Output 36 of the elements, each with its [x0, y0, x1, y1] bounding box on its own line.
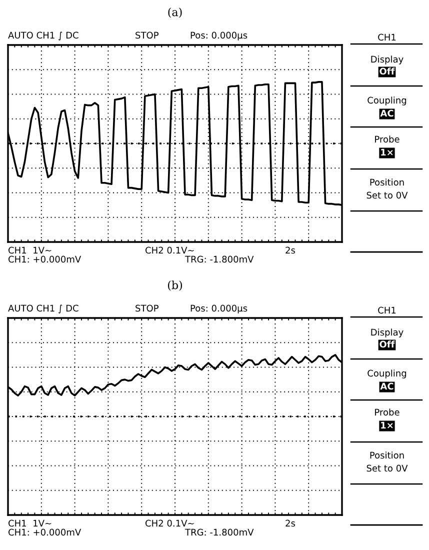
text: STOP	[136, 304, 158, 312]
text: 2s	[286, 246, 296, 254]
text: TRG: -1.800mV	[184, 256, 254, 263]
text: Set to 0V	[366, 464, 408, 472]
text: CH1: +0.000mV	[8, 528, 82, 536]
text: Probe	[375, 408, 400, 416]
text: 1×	[381, 148, 393, 156]
text: Pos: 0.000µs	[190, 32, 248, 40]
text: AC	[380, 110, 394, 117]
chart-title: (a)	[168, 8, 182, 18]
text: CH1: +0.000mV	[8, 256, 82, 263]
text: TRG: -1.800mV	[184, 528, 254, 536]
text: Position	[370, 178, 404, 186]
text: AUTO CH1 ∫ DC	[8, 32, 78, 40]
chart-title: (b)	[168, 280, 182, 291]
text: 2s	[286, 520, 296, 527]
text: Display	[371, 56, 404, 64]
text: Off	[380, 340, 395, 348]
text: CH1	[378, 306, 396, 314]
text: 1×	[381, 422, 393, 428]
text: Set to 0V	[366, 192, 408, 199]
text: Coupling	[368, 370, 406, 378]
text: CH2 0.1V∼	[146, 520, 194, 527]
text: Off	[380, 68, 395, 75]
text: Coupling	[368, 96, 406, 106]
text: CH1 1V∼	[8, 246, 52, 254]
text: Probe	[375, 136, 400, 143]
text: AUTO CH1 ∫ DC	[8, 304, 78, 314]
text: CH1	[378, 34, 396, 41]
text: CH1 1V∼	[8, 520, 52, 527]
text: STOP	[136, 32, 158, 39]
text: AC	[380, 382, 394, 390]
text: Display	[371, 328, 404, 338]
text: Position	[370, 452, 404, 459]
text: Pos: 0.000µs	[190, 304, 248, 314]
text: CH2 0.1V∼	[146, 246, 194, 254]
